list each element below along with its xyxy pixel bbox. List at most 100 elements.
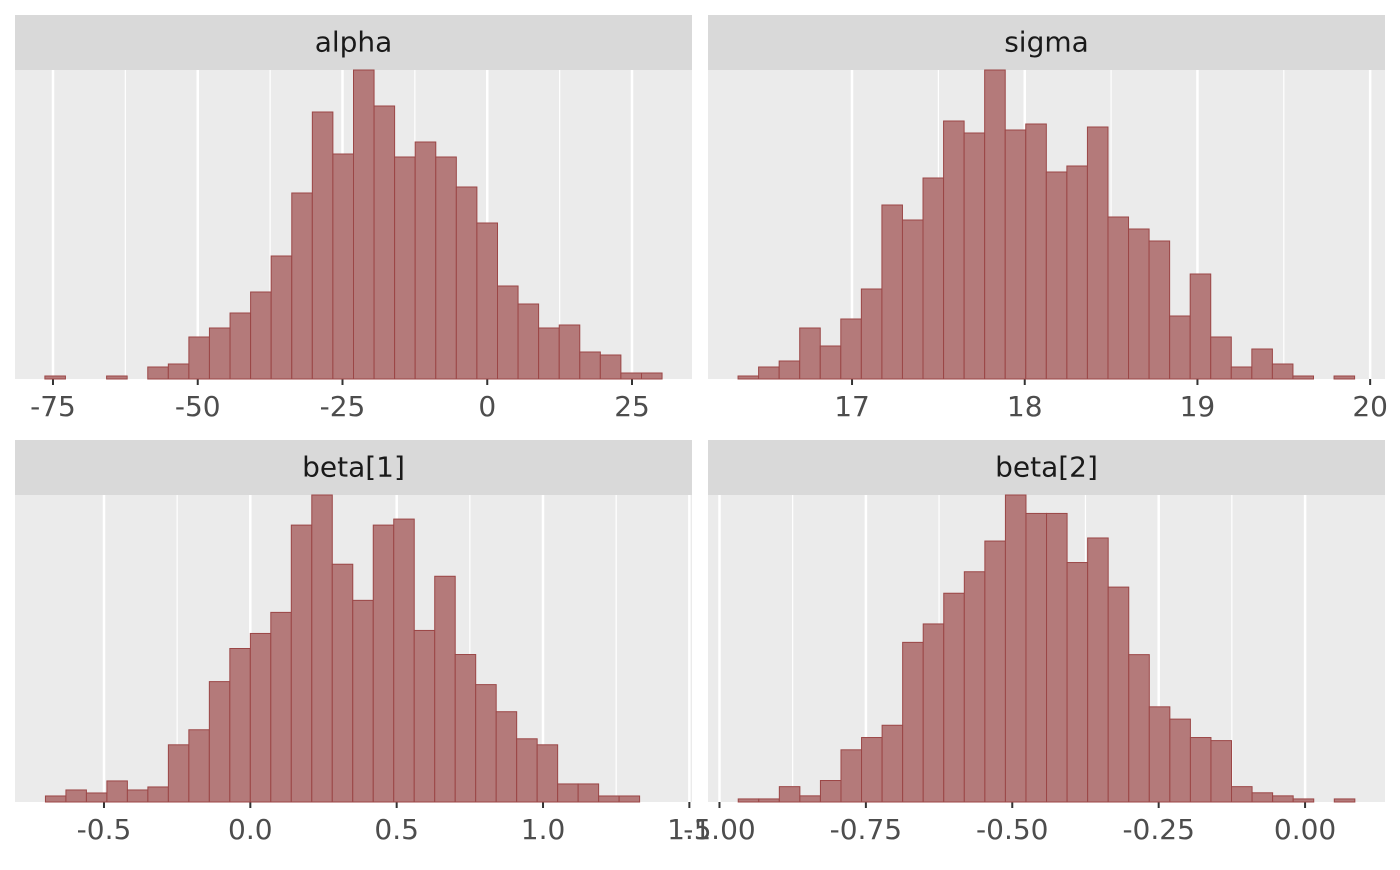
bar	[984, 540, 1006, 803]
bar	[497, 285, 519, 380]
bar	[394, 156, 416, 380]
bar	[270, 611, 292, 803]
bar	[475, 684, 497, 803]
bar	[331, 563, 354, 803]
bar	[881, 724, 904, 803]
bar	[861, 737, 883, 803]
bar	[208, 327, 231, 380]
bar	[65, 789, 87, 803]
bar	[188, 729, 210, 803]
bar	[290, 524, 313, 803]
bar	[881, 204, 903, 380]
bar	[618, 795, 641, 803]
bar	[352, 599, 374, 803]
x-tick-label: -75	[30, 390, 76, 423]
bar	[250, 291, 272, 380]
bar	[963, 132, 986, 380]
x-tick-label: 17	[834, 390, 870, 423]
x-tick-label: -0.75	[830, 813, 902, 846]
bar	[413, 629, 436, 803]
bar	[943, 120, 965, 380]
bar	[270, 255, 293, 380]
bar	[819, 345, 842, 380]
strip-title: beta[2]	[995, 451, 1098, 484]
bar	[1292, 798, 1315, 803]
bar	[1333, 375, 1356, 380]
bar	[641, 372, 663, 380]
bar	[1025, 123, 1047, 380]
bar	[1333, 798, 1356, 803]
x-tick-label: 0	[478, 390, 496, 423]
bar	[984, 69, 1006, 380]
strip-title: sigma	[1004, 26, 1089, 59]
bar	[353, 69, 375, 380]
bar	[311, 494, 333, 803]
bar	[1046, 512, 1068, 803]
bar	[454, 654, 477, 803]
bar	[1087, 537, 1109, 803]
strip-title: alpha	[315, 26, 393, 59]
bar	[598, 795, 620, 803]
strip-background	[708, 440, 1385, 495]
bar	[778, 786, 801, 803]
bar	[1128, 654, 1150, 803]
bar	[167, 744, 190, 803]
bar	[1004, 129, 1027, 380]
strip-background	[708, 15, 1385, 70]
bar	[1292, 375, 1315, 380]
bar	[85, 792, 108, 803]
bar	[311, 111, 334, 380]
bar	[1066, 562, 1089, 803]
bar	[167, 363, 190, 380]
bar	[860, 288, 883, 380]
bar	[393, 518, 415, 803]
bar	[1066, 165, 1088, 380]
bar	[126, 789, 149, 803]
x-tick-label: 19	[1180, 390, 1216, 423]
x-tick-label: 25	[614, 390, 650, 423]
x-tick-label: -50	[175, 390, 221, 423]
x-tick-label: -0.5	[77, 813, 132, 846]
bar	[758, 798, 780, 803]
bar	[1086, 126, 1109, 380]
bar	[106, 780, 128, 803]
bar	[620, 372, 643, 380]
bar	[1169, 315, 1191, 380]
bar	[373, 105, 396, 380]
bar	[737, 375, 760, 380]
bar	[229, 312, 252, 380]
bar	[538, 327, 560, 380]
bar	[1148, 706, 1171, 803]
bar	[106, 375, 128, 380]
bar	[455, 186, 478, 380]
bar	[577, 783, 600, 803]
bar	[188, 336, 210, 380]
bar	[1169, 718, 1191, 803]
bar	[434, 575, 456, 803]
bar	[799, 795, 821, 803]
bar	[372, 524, 395, 803]
bar	[1210, 336, 1232, 380]
x-tick-label: 0.0	[228, 813, 273, 846]
bar	[901, 219, 924, 380]
bar	[1231, 786, 1253, 803]
bar	[516, 738, 538, 803]
bar	[1210, 740, 1233, 803]
bar	[44, 795, 67, 803]
bar	[495, 711, 518, 803]
bar	[1107, 586, 1130, 803]
x-tick-label: 1.5	[667, 813, 712, 846]
x-tick-label: -1.00	[683, 813, 755, 846]
bar	[1230, 366, 1253, 380]
bar	[208, 681, 231, 803]
strip-background	[15, 15, 692, 70]
bar	[840, 749, 863, 803]
bar	[476, 222, 499, 380]
bar	[1004, 494, 1027, 803]
bar	[778, 360, 801, 380]
bar	[536, 744, 559, 803]
bar	[737, 798, 760, 803]
bar	[1189, 273, 1212, 380]
bar	[147, 786, 169, 803]
